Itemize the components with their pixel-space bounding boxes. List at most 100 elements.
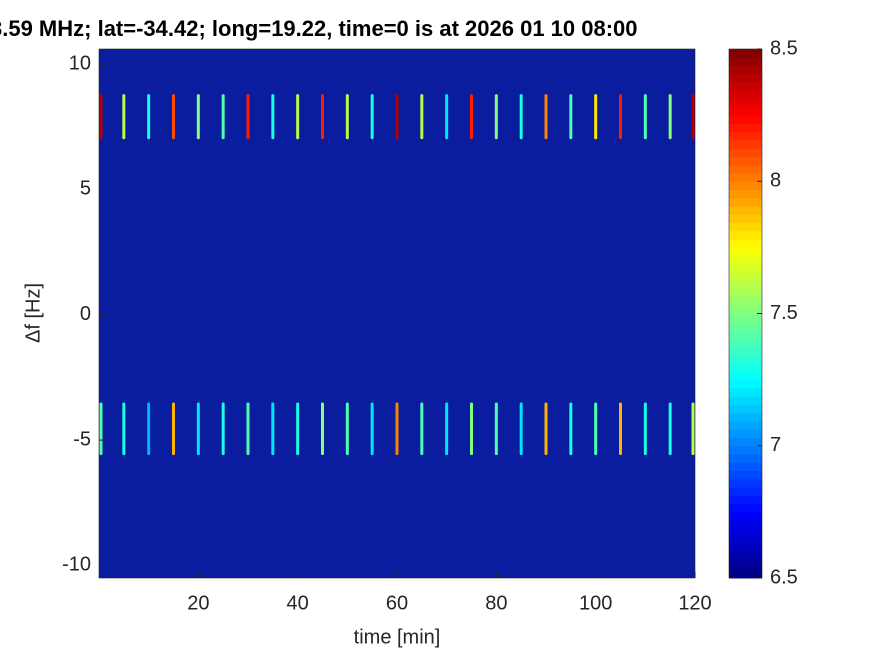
colorbar-cell xyxy=(729,528,762,538)
colorbar-cell xyxy=(729,321,762,331)
colorbar-cell xyxy=(729,338,762,348)
colorbar-cell xyxy=(729,511,762,521)
colorbar-cell xyxy=(729,503,762,513)
spike xyxy=(196,402,200,456)
spike xyxy=(296,402,300,456)
spike xyxy=(122,402,126,456)
spike xyxy=(395,402,399,456)
colorbar-cell xyxy=(729,288,762,298)
colorbar-cell xyxy=(729,379,762,389)
spike xyxy=(643,402,647,456)
spike xyxy=(494,402,498,456)
colorbar-cell xyxy=(729,172,762,182)
spike xyxy=(494,94,498,140)
colorbar-cell xyxy=(729,412,762,422)
x-tick-label: 120 xyxy=(678,592,711,614)
spike xyxy=(370,402,374,456)
colorbar-tick-label: 8.5 xyxy=(770,37,798,59)
colorbar-cell xyxy=(729,487,762,496)
spike xyxy=(445,94,449,140)
spike xyxy=(147,94,151,140)
colorbar-tick-label: 7 xyxy=(770,434,781,456)
spike xyxy=(246,94,250,140)
spike xyxy=(619,94,622,140)
colorbar-cell xyxy=(729,189,762,199)
spike xyxy=(196,94,200,140)
colorbar-cell xyxy=(729,106,762,116)
x-axis-label: time [min] xyxy=(354,626,441,648)
colorbar-cell xyxy=(729,371,762,381)
colorbar-cell xyxy=(729,569,762,579)
colorbar-cell xyxy=(729,90,762,100)
x-tick-label: 40 xyxy=(287,592,309,614)
y-tick-label: 0 xyxy=(80,303,91,325)
x-tick-label: 100 xyxy=(579,592,612,614)
spike xyxy=(221,402,225,456)
colorbar-cell xyxy=(729,478,762,488)
colorbar-cell xyxy=(729,420,762,430)
y-tick-label: -10 xyxy=(62,554,91,576)
colorbar-cell xyxy=(729,520,762,529)
spike xyxy=(643,94,647,140)
colorbar-cell xyxy=(729,363,762,372)
spike xyxy=(271,402,275,456)
colorbar-cell xyxy=(729,230,762,240)
colorbar-tick-label: 7.5 xyxy=(770,302,798,324)
spike xyxy=(395,94,399,140)
y-tick-label: 10 xyxy=(69,52,91,74)
colorbar-cell xyxy=(729,387,762,397)
spike xyxy=(420,402,424,456)
colorbar-cell xyxy=(729,156,762,166)
colorbar-cell xyxy=(729,255,762,265)
y-tick-label: -5 xyxy=(73,428,91,450)
spike xyxy=(470,94,473,140)
spike xyxy=(345,94,349,140)
colorbar-cell xyxy=(729,181,762,191)
colorbar-cell xyxy=(729,239,762,248)
spike xyxy=(147,402,151,456)
colorbar-cell xyxy=(729,164,762,174)
x-tick-label: 60 xyxy=(386,592,408,614)
colorbar-cell xyxy=(729,247,762,257)
colorbar-cell xyxy=(729,544,762,554)
spike xyxy=(321,94,324,140)
spike xyxy=(246,402,250,456)
colorbar-cell xyxy=(729,404,762,414)
spike xyxy=(569,94,573,140)
colorbar-cell xyxy=(729,553,762,562)
colorbar-cell xyxy=(729,454,762,463)
colorbar-cell xyxy=(729,73,762,83)
colorbar-cell xyxy=(729,222,762,232)
colorbar-cell xyxy=(729,214,762,224)
colorbar-tick-label: 8 xyxy=(770,170,781,192)
colorbar-cell xyxy=(729,536,762,546)
spike xyxy=(221,94,225,140)
spike xyxy=(519,402,523,456)
colorbar-cell xyxy=(729,495,762,505)
spike xyxy=(296,94,300,140)
colorbar-cell xyxy=(729,131,762,141)
spike xyxy=(370,94,374,140)
spike xyxy=(569,402,573,456)
colorbar-cell xyxy=(729,437,762,447)
spike xyxy=(172,402,175,456)
colorbar-cell xyxy=(729,272,762,281)
colorbar-cell xyxy=(729,115,762,124)
colorbar-cell xyxy=(729,82,762,91)
colorbar-cell xyxy=(729,470,762,480)
spike xyxy=(99,402,103,456)
spike xyxy=(470,402,473,456)
colorbar-cell xyxy=(729,296,762,306)
spike xyxy=(271,94,275,140)
spike xyxy=(544,402,548,456)
colorbar-cell xyxy=(729,98,762,108)
spike xyxy=(345,402,349,456)
spike xyxy=(445,402,449,456)
colorbar-cell xyxy=(729,148,762,157)
colorbar-cell xyxy=(729,263,762,273)
spike xyxy=(594,402,598,456)
x-tick-label: 20 xyxy=(187,592,209,614)
colorbar-tick-label: 6.5 xyxy=(770,566,798,588)
spike xyxy=(122,94,126,140)
colorbar-cell xyxy=(729,429,762,438)
